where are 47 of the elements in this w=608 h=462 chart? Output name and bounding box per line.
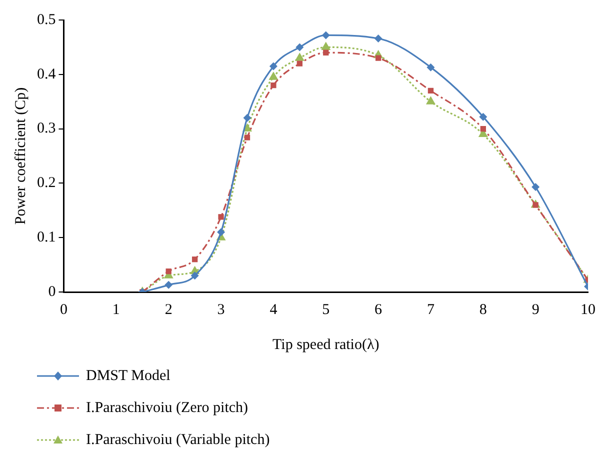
x-tick-label: 3 — [217, 302, 225, 318]
x-tick-label: 9 — [532, 302, 540, 318]
point — [322, 31, 330, 40]
point — [268, 72, 278, 80]
point — [296, 43, 304, 52]
point — [294, 52, 304, 61]
y-tick-label: 0 — [48, 284, 56, 300]
point — [480, 126, 486, 132]
x-tick-label: 1 — [112, 302, 120, 318]
point — [479, 112, 488, 121]
legend-label: I.Paraschivoiu (Variable pitch) — [86, 432, 270, 448]
y-tick-label: 0.3 — [37, 120, 56, 137]
x-tick-label: 8 — [479, 302, 487, 318]
point — [244, 134, 250, 140]
point — [243, 114, 252, 122]
point — [321, 42, 331, 50]
point — [323, 50, 329, 56]
y-tick-label: 0.2 — [37, 175, 56, 192]
point — [217, 228, 226, 236]
point — [426, 63, 435, 72]
point — [218, 214, 224, 220]
y-tick-label: 0.5 — [37, 12, 56, 28]
x-axis-title: Tip speed ratio(λ) — [272, 336, 380, 353]
point — [374, 34, 382, 42]
point — [270, 82, 276, 88]
legend-label: DMST Model — [86, 368, 170, 384]
x-tick-label: 5 — [322, 302, 330, 318]
legend-label: I.Paraschivoiu (Zero pitch) — [86, 400, 248, 416]
x-tick-label: 10 — [580, 302, 596, 318]
point — [296, 60, 302, 66]
point — [375, 55, 382, 61]
y-axis-title: Power coefficient (Cp) — [12, 87, 29, 225]
point — [269, 62, 278, 70]
point — [190, 272, 199, 280]
x-tick-label: 2 — [164, 302, 172, 318]
y-tick-label: 0.4 — [37, 66, 56, 82]
y-tick-label: 0.1 — [37, 230, 56, 246]
point — [166, 268, 172, 274]
x-tick-label: 4 — [270, 302, 278, 318]
x-tick-label: 7 — [426, 302, 435, 318]
x-tick-label: 0 — [60, 302, 68, 318]
point — [164, 280, 173, 289]
x-tick-label: 6 — [374, 302, 383, 318]
point — [192, 256, 198, 262]
point — [426, 96, 436, 104]
point — [532, 183, 540, 192]
point — [428, 88, 434, 94]
